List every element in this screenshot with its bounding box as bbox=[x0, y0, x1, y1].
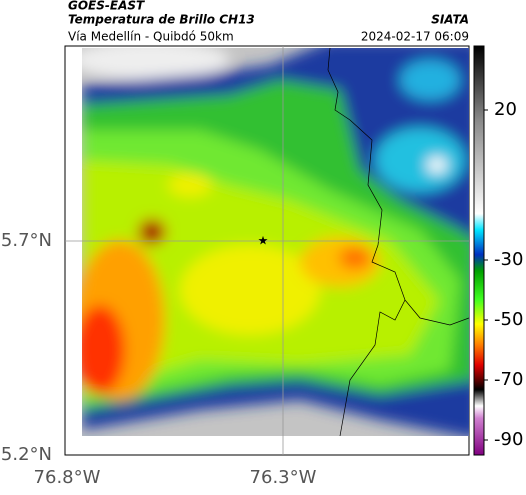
lon-label: 76.8°W bbox=[34, 467, 101, 488]
colorbar-tick-label: -70 bbox=[494, 369, 523, 390]
city-marker: ★ bbox=[258, 234, 269, 248]
lat-label: 5.2°N bbox=[1, 444, 52, 465]
lon-label: 76.3°W bbox=[250, 467, 317, 488]
credit: SIATA bbox=[431, 13, 469, 27]
colorbar bbox=[473, 45, 485, 456]
brightness-field bbox=[82, 48, 469, 436]
lat-label: 5.7°N bbox=[1, 230, 52, 251]
colorbar-tick-label: 20 bbox=[494, 99, 517, 120]
timestamp: 2024-02-17 06:09 bbox=[361, 30, 469, 44]
title: Temperatura de Brillo CH13 bbox=[68, 13, 255, 27]
colorbar-tick-label: -30 bbox=[494, 249, 523, 270]
subtitle: Vía Medellín - Quibdó 50km bbox=[68, 30, 234, 44]
colorbar-tick-label: -90 bbox=[494, 429, 523, 450]
source: GOES-EAST bbox=[68, 0, 145, 13]
colorbar-ticks: 20 -30 -50 -70 -90 bbox=[484, 99, 523, 450]
colorbar-tick-label: -50 bbox=[494, 309, 523, 330]
